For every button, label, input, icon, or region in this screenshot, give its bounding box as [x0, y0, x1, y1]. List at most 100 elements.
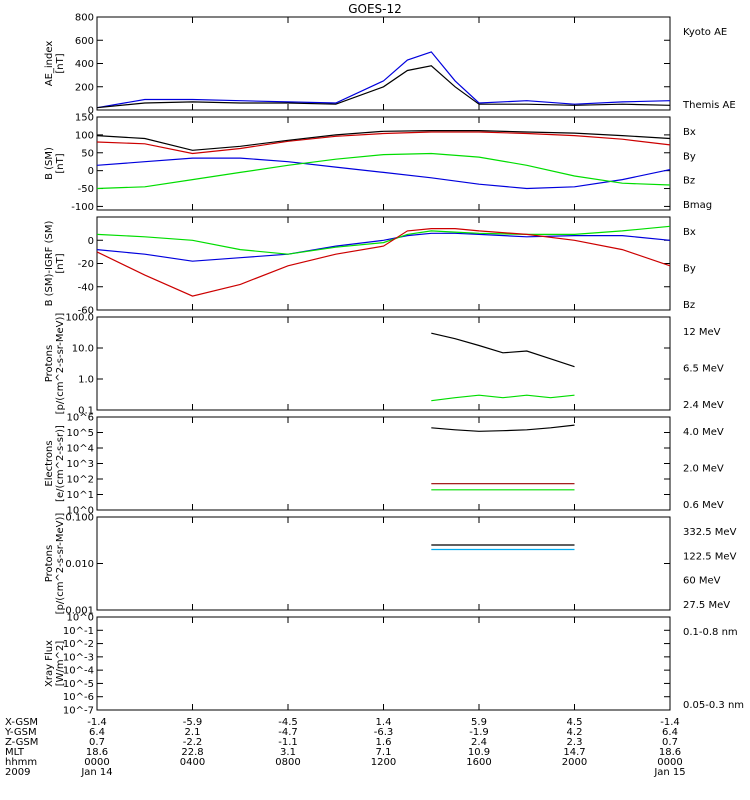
y-tick-label: 10^-2 — [63, 639, 94, 650]
legend-27-5-mev: 27.5 MeV — [683, 600, 730, 611]
chart-title: GOES-12 — [348, 2, 402, 16]
legend-bmag: Bmag — [683, 200, 712, 211]
legend-by: By — [683, 151, 696, 162]
x-axis-value: 0800 — [275, 757, 300, 768]
legend-12-mev: 12 MeV — [683, 327, 721, 338]
x-axis-value: 3.1 — [280, 747, 296, 758]
series-line-by — [96, 152, 671, 190]
series-line-themis-ae — [96, 65, 671, 109]
panel-xray: 10^-7 10^-6 10^-5 10^-4 10^-3 10^-2 10^-1 10^0 X… — [44, 613, 744, 717]
series-line-bx — [96, 232, 671, 262]
x-axis-value: 2000 — [562, 757, 587, 768]
y-tick-label: -50 — [78, 184, 94, 195]
legend-bx: Bx — [683, 227, 696, 238]
y-axis-label: B (SM) — [44, 147, 55, 180]
series-line-0-6-mev — [431, 424, 575, 432]
x-axis-table: X-GSMY-GSMZ-GSMMLThhmm2009-1.46.40.718.6… — [4, 717, 686, 778]
y-tick-label: 10^-3 — [63, 652, 94, 663]
y-tick-label: 1.0 — [78, 375, 94, 386]
y-tick-label: 0.1 — [78, 406, 94, 417]
x-axis-value: 18.6 — [659, 747, 681, 758]
series-line-bz — [96, 131, 671, 155]
y-tick-label: 10^4 — [67, 444, 94, 455]
legend-2-4-mev: 2.4 MeV — [683, 400, 724, 411]
panel-bresid: -60 -40 -20 0 B (SM)-IGRF (SM) [nT] Bx By Bz — [44, 216, 696, 317]
y-axis-label: [nT] — [55, 253, 66, 273]
panel-electrons: 10^0 10^1 10^2 10^3 10^4 10^5 10^6 Electrons [e/… — [44, 413, 724, 517]
y-tick-label: 0.001 — [65, 606, 94, 617]
y-tick-label: 10^-4 — [63, 666, 94, 677]
x-axis-value: 1.6 — [376, 737, 392, 748]
x-axis-value: 0000 — [84, 757, 109, 768]
y-tick-label: 10^0 — [67, 613, 94, 624]
series-line-2-4-mev — [431, 332, 575, 368]
y-tick-label: 10^-7 — [63, 706, 94, 717]
x-axis-value: 22.8 — [181, 747, 203, 758]
y-tick-label: -20 — [78, 259, 94, 270]
y-tick-label: 100.0 — [65, 313, 94, 324]
x-axis-row-label: Z-GSM — [5, 737, 38, 748]
x-axis-value: 4.5 — [567, 717, 583, 728]
legend-4-0-mev: 4.0 MeV — [683, 427, 724, 438]
legend-0-1-0-8-nm: 0.1-0.8 nm — [683, 627, 738, 638]
series-line-bx — [96, 157, 671, 190]
x-axis-value: 0.7 — [89, 737, 105, 748]
panel-frame — [96, 616, 671, 711]
y-tick-label: 0 — [88, 106, 94, 117]
y-tick-label: 400 — [75, 59, 94, 70]
y-tick-label: 600 — [75, 36, 94, 47]
panel-b: -100 -50 0 50 100 150 B (SM) [nT] Bx By Bz Bmag — [44, 113, 712, 213]
y-tick-label: -100 — [71, 202, 94, 213]
y-tick-label: 10^1 — [67, 490, 94, 501]
panel-frame — [96, 316, 671, 411]
y-tick-label: -40 — [78, 282, 94, 293]
y-axis-label: [p/(cm^2-s-sr-MeV)] — [55, 313, 66, 415]
y-tick-label: 800 — [75, 13, 94, 24]
legend-60-mev: 60 MeV — [683, 576, 721, 587]
y-tick-label: 0.100 — [65, 513, 94, 524]
legend-bx: Bx — [683, 127, 696, 138]
y-tick-label: 10^0 — [67, 506, 94, 517]
x-axis-value: 6.4 — [662, 727, 678, 738]
legend-0-05-0-3-nm: 0.05-0.3 nm — [683, 700, 744, 711]
x-axis-value: -1.9 — [469, 727, 489, 738]
y-tick-label: 10^-6 — [63, 692, 94, 703]
x-axis-value: -6.3 — [374, 727, 394, 738]
y-tick-label: 10^5 — [67, 428, 94, 439]
series-line-bmag — [96, 130, 671, 151]
legend-bz: Bz — [683, 176, 695, 187]
panel-protons2: 0.001 0.010 0.100 Protons [p/(cm^2-s-sr-MeV)… — [44, 513, 737, 617]
x-axis-row-label: MLT — [5, 747, 25, 758]
y-tick-label: 10^3 — [67, 459, 94, 470]
y-axis-label: [e/(cm^2-s-sr)] — [55, 425, 66, 502]
legend-0-6-mev: 0.6 MeV — [683, 500, 724, 511]
x-axis-row-label: Y-GSM — [4, 727, 37, 738]
y-axis-label: B (SM)-IGRF (SM) — [44, 221, 55, 307]
y-tick-label: 10^2 — [67, 475, 94, 486]
x-axis-value: 5.9 — [471, 717, 487, 728]
y-tick-label: 200 — [75, 82, 94, 93]
series-line-by — [96, 225, 671, 255]
y-tick-label: -60 — [78, 306, 94, 317]
x-axis-row-label: 2009 — [5, 767, 30, 778]
series-line-bz — [96, 228, 671, 297]
x-axis-value: Jan 15 — [653, 767, 685, 778]
y-tick-label: 150 — [75, 113, 94, 124]
x-axis-value: 1200 — [371, 757, 396, 768]
x-axis-value: -1.4 — [660, 717, 680, 728]
x-axis-value: 1.4 — [376, 717, 392, 728]
panel-protons1: 0.1 1.0 10.0 100.0 Protons [p/(cm^2-s-sr-MeV)… — [44, 313, 724, 417]
legend-kyoto-ae: Kyoto AE — [683, 27, 727, 38]
x-axis-row-label: X-GSM — [5, 717, 38, 728]
series-line-6-5-mev — [431, 394, 575, 402]
x-axis-row-label: hhmm — [5, 757, 37, 768]
y-tick-label: 0 — [88, 236, 94, 247]
legend-122-5-mev: 122.5 MeV — [683, 551, 737, 562]
x-axis-value: -5.9 — [183, 717, 203, 728]
x-axis-value: 7.1 — [376, 747, 392, 758]
x-axis-value: 0400 — [180, 757, 205, 768]
x-axis-value: -1.4 — [87, 717, 107, 728]
y-tick-label: 0.010 — [65, 559, 94, 570]
